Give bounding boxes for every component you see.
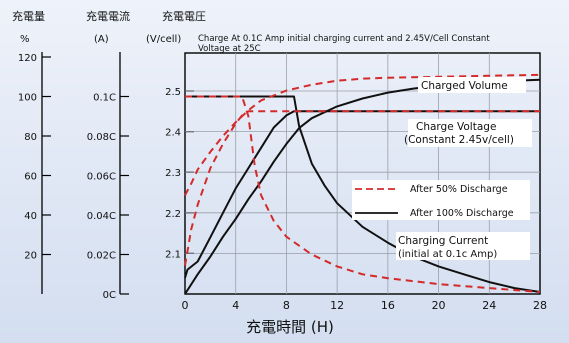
y-tick-label: 80 <box>24 132 37 143</box>
chart-title: Charge At 0.1C Amp initial charging curr… <box>198 34 492 54</box>
chart-title-line-1: Charge At 0.1C Amp initial charging curr… <box>198 34 490 44</box>
y-tick-label: 0.08C <box>87 132 116 143</box>
annotation-initial-current: (initial at 0.1c Amp) <box>398 249 497 260</box>
voltage-axis-unit: (V/cell) <box>146 34 181 45</box>
annotation-charge-voltage: Charge Voltage <box>416 121 496 133</box>
y-tick-label: 2.4 <box>165 128 181 139</box>
y-tick-label: 120 <box>18 53 37 64</box>
x-tick-label: 28 <box>533 299 547 312</box>
y-tick-label: 0.1C <box>93 93 116 104</box>
voltage-axis-header: 充電電圧 <box>162 9 206 23</box>
y-tick-label: 0C <box>103 290 116 301</box>
annotation-charged-volume: Charged Volume <box>421 80 508 92</box>
annotation-constant-voltage: (Constant 2.45v/cell) <box>404 134 514 146</box>
percent-axis-header: 充電量 <box>12 9 45 23</box>
annotation-bg <box>396 232 530 260</box>
x-tick-label: 0 <box>182 299 189 312</box>
y-tick-label: 0.04C <box>87 211 116 222</box>
legend-label-100: After 100% Discharge <box>410 208 514 219</box>
x-axis-ticks: 0 4 8 12 16 20 24 28 <box>182 299 548 312</box>
y-tick-label: 40 <box>24 211 37 222</box>
y-tick-label: 2.1 <box>165 249 181 260</box>
x-tick-label: 12 <box>330 299 344 312</box>
percent-axis-unit: % <box>20 34 30 45</box>
annotation-bg <box>408 119 532 147</box>
legend: After 50% Discharge After 100% Discharge <box>352 180 530 220</box>
y-tick-label: 100 <box>18 93 37 104</box>
x-axis-label: 充電時間 (H) <box>246 318 334 336</box>
annotation-bg <box>418 77 526 93</box>
series-charged-volume-50 <box>184 73 541 196</box>
x-tick-label: 24 <box>482 299 496 312</box>
current-axis-header: 充電電流 <box>86 9 130 23</box>
current-axis-unit: (A) <box>94 34 109 45</box>
annotation-charging-current: Charging Current <box>398 235 488 247</box>
plot-area <box>184 52 541 295</box>
chart-title-line-2: Voltage at 25C <box>198 44 261 54</box>
y-tick-label: 20 <box>24 251 37 262</box>
y-tick-label: 2.2 <box>165 209 181 220</box>
x-tick-label: 20 <box>432 299 446 312</box>
x-tick-label: 16 <box>381 299 395 312</box>
y-tick-label: 60 <box>24 172 37 183</box>
y-tick-label: 2.5 <box>165 87 181 98</box>
x-tick-label: 4 <box>232 299 239 312</box>
left-axes: 120 100 80 60 40 20 0.1C 0.08C 0.06C 0.04C 0.02C 0C… <box>18 52 194 301</box>
series-charging-current-50 <box>185 95 541 293</box>
x-tick-label: 8 <box>283 299 290 312</box>
y-tick-label: 0.06C <box>87 172 116 183</box>
legend-label-50: After 50% Discharge <box>410 184 508 195</box>
y-tick-label: 2.3 <box>165 168 181 179</box>
y-tick-label: 0.02C <box>87 251 116 262</box>
series-charge-voltage-50 <box>184 110 540 266</box>
